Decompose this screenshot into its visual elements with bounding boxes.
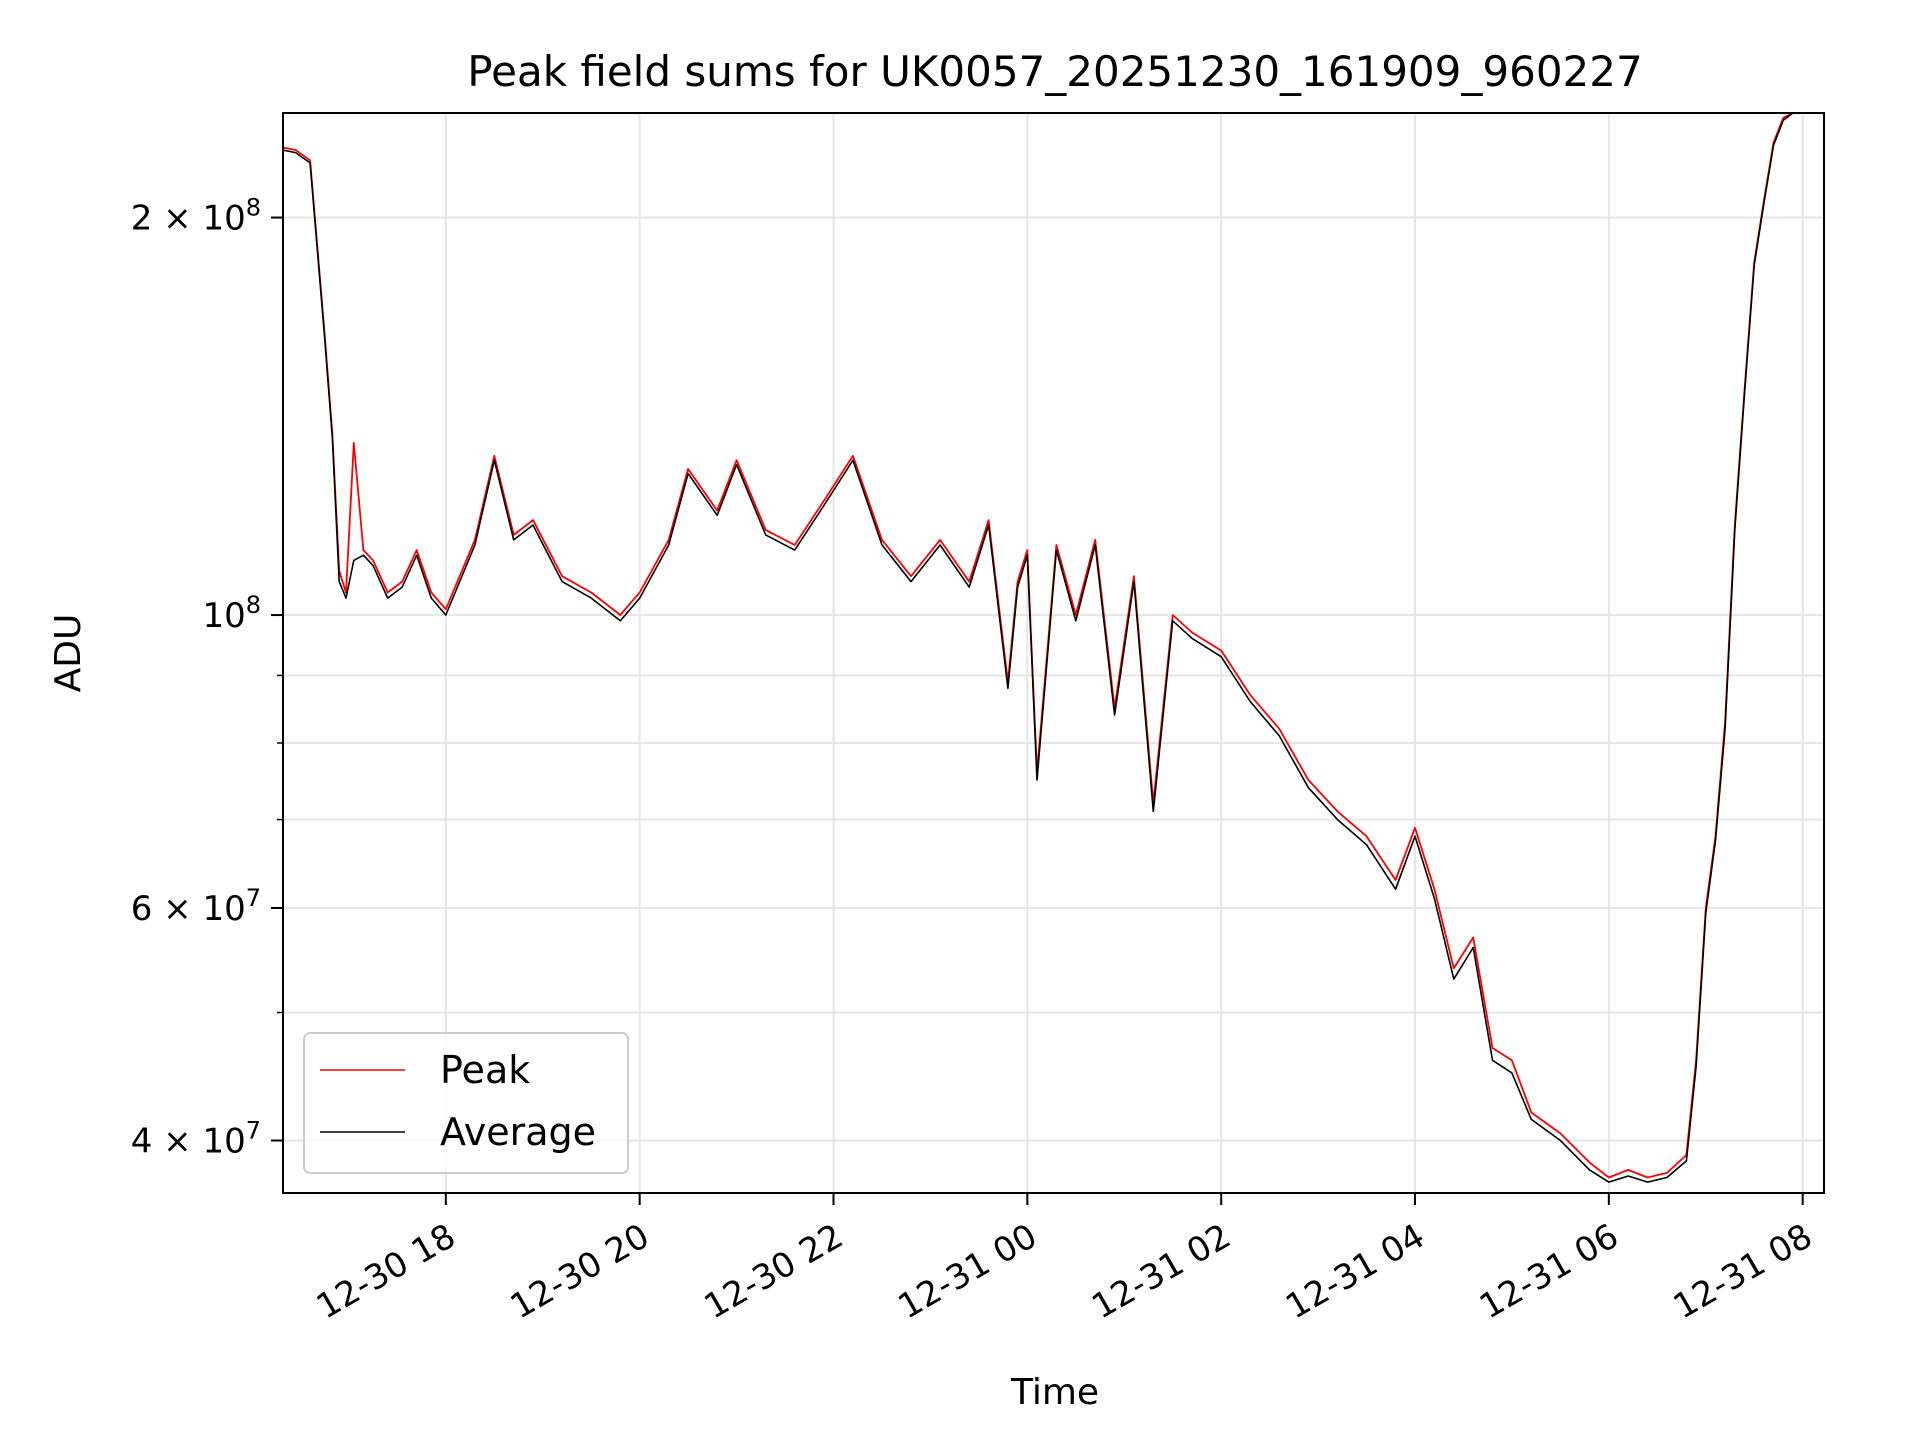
x-tick-label: 12-31 02 (1085, 1216, 1237, 1327)
legend-average-label: Average (440, 1110, 596, 1154)
chart-title: Peak field sums for UK0057_20251230_1619… (467, 47, 1642, 96)
y-tick-label: 2 × 108 (131, 194, 261, 239)
x-axis-title: Time (1010, 1372, 1099, 1413)
x-tick-label: 12-31 00 (891, 1216, 1043, 1327)
x-tick-label: 12-30 20 (504, 1216, 656, 1327)
series-line-peak (283, 113, 1803, 1179)
legend: Peak Average (303, 1032, 629, 1174)
series-line-average (283, 113, 1803, 1183)
legend-peak-label: Peak (440, 1048, 530, 1092)
x-tick-label: 12-31 06 (1473, 1216, 1625, 1327)
legend-box (303, 1032, 629, 1174)
plot-lines (283, 113, 1803, 1183)
y-tick-label: 6 × 107 (131, 884, 261, 929)
grid-layer (283, 113, 1824, 1193)
x-tick-label: 12-31 08 (1667, 1216, 1819, 1327)
y-axis-title: ADU (48, 614, 89, 693)
plot-frame (282, 112, 1825, 1194)
y-tick-label: 4 × 107 (131, 1116, 261, 1161)
x-tick-label: 12-30 18 (310, 1216, 462, 1327)
x-tick-label: 12-31 04 (1279, 1216, 1431, 1327)
y-tick-label: 108 (202, 591, 261, 636)
x-tick-label: 12-30 22 (698, 1216, 850, 1327)
